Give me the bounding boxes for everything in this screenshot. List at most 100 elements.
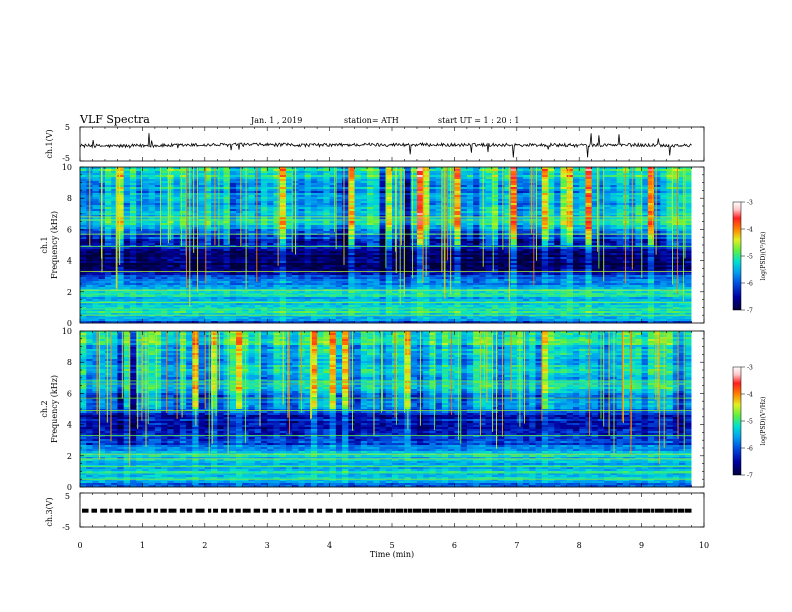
spectrogram-cell <box>560 237 568 240</box>
spectrogram-cell <box>604 259 611 262</box>
spectrogram-cell <box>498 247 505 250</box>
spectrogram-cell <box>448 213 455 216</box>
spectrogram-cell <box>491 227 499 230</box>
spectrogram-cell <box>672 205 680 208</box>
spectrogram-cell <box>466 171 474 174</box>
spectrogram-cell <box>654 189 661 192</box>
spectrogram-cell <box>285 175 293 178</box>
spectrogram-cell <box>373 201 380 204</box>
spectrogram-cell <box>466 251 474 254</box>
spectrogram-cell <box>273 249 281 252</box>
spectrogram-cell <box>579 175 586 178</box>
spectrogram-cell <box>404 247 412 250</box>
spectrogram-cell <box>348 229 355 232</box>
spectrogram-cell <box>167 225 174 228</box>
spectrogram-cell <box>566 235 574 238</box>
spectrogram-cell <box>86 259 93 262</box>
spectrogram-cell <box>622 221 630 224</box>
spectrogram-cell <box>80 253 87 256</box>
spectrogram-cell <box>591 223 599 226</box>
spectrogram-cell <box>504 211 511 214</box>
spectrogram-cell <box>604 239 611 242</box>
spectrogram-cell <box>516 175 524 178</box>
spectrogram-cell <box>660 173 667 176</box>
spectrogram-cell <box>242 223 249 226</box>
spectrogram-cell <box>566 253 574 256</box>
spectrogram-cell <box>229 191 237 194</box>
spectrogram-cell <box>485 221 493 224</box>
spectrogram-cell <box>604 197 611 200</box>
spectrogram-cell <box>298 235 306 238</box>
spectrogram-cell <box>267 193 274 196</box>
spectrogram-cell <box>367 251 374 254</box>
spectrogram-cell <box>248 211 256 214</box>
spectrogram-cell <box>273 261 281 264</box>
spectrogram-cell <box>491 191 499 194</box>
spectrogram-cell <box>367 169 374 172</box>
spectrogram-cell <box>597 231 605 234</box>
spectrogram-cell <box>560 177 568 180</box>
spectrogram-cell <box>92 175 100 178</box>
spectrogram-cell <box>248 201 256 204</box>
spectrogram-cell <box>685 181 692 184</box>
spectrogram-cell <box>173 229 181 232</box>
spectrogram-cell <box>267 203 274 206</box>
spectrogram-cell <box>217 175 224 178</box>
spectrogram-cell <box>179 195 187 198</box>
spectrogram-cell <box>523 209 530 212</box>
spectrogram-cell <box>491 215 499 218</box>
spectrogram-cell <box>448 215 455 218</box>
spectrogram-cell <box>267 189 274 192</box>
spectrogram-cell <box>429 261 437 264</box>
spectrogram-cell <box>354 221 362 224</box>
spectrogram-cell <box>179 207 187 210</box>
spectrogram-cell <box>92 181 100 184</box>
spectrogram-cell <box>267 247 274 250</box>
spectrogram-cell <box>560 261 568 264</box>
spectrogram-cell <box>260 203 268 206</box>
spectrogram-cell <box>329 225 337 228</box>
spectrogram-cell <box>504 263 511 266</box>
spectrogram-cell <box>123 189 131 192</box>
spectrogram-cell <box>466 245 474 248</box>
spectrogram-cell <box>173 167 181 170</box>
spectrogram-cell <box>460 215 468 218</box>
spectrogram-cell <box>92 227 100 230</box>
spectrogram-cell <box>529 181 536 184</box>
spectrogram-cell <box>510 239 518 242</box>
spectrogram-cell <box>473 203 480 206</box>
spectrogram-cell <box>460 191 468 194</box>
spectrogram-cell <box>460 265 468 268</box>
spectrogram-cell <box>572 213 580 216</box>
spectrogram-cell <box>591 217 599 220</box>
spectrogram-cell <box>298 253 306 256</box>
spectrogram-cell <box>142 255 150 258</box>
spectrogram-cell <box>211 203 218 206</box>
spectrogram-cell <box>198 173 206 176</box>
spectrogram-cell <box>204 173 212 176</box>
spectrogram-cell <box>173 209 181 212</box>
spectrogram-cell <box>173 193 181 196</box>
spectrogram-cell <box>360 167 368 170</box>
spectrogram-cell <box>310 185 318 188</box>
spectrogram-cell <box>229 193 237 196</box>
spectrogram-cell <box>398 247 405 250</box>
spectrogram-cell <box>117 227 125 230</box>
spectrogram-cell <box>335 265 343 268</box>
spectrogram-cell <box>217 197 224 200</box>
spectrogram-cell <box>597 197 605 200</box>
spectrogram-cell <box>504 225 511 228</box>
spectrogram-cell <box>597 189 605 192</box>
spectrogram-cell <box>498 191 505 194</box>
spectrogram-cell <box>604 229 611 232</box>
spectrogram-cell <box>285 215 293 218</box>
spectrogram-cell <box>685 251 692 254</box>
spectrogram-cell <box>548 237 555 240</box>
spectrogram-cell <box>679 181 686 184</box>
spectrogram-cell <box>229 167 237 170</box>
spectrogram-cell <box>654 237 661 240</box>
spectrogram-cell <box>136 181 143 184</box>
spectrogram-cell <box>560 195 568 198</box>
spectrogram-cell <box>154 185 162 188</box>
spectrogram-cell <box>167 195 174 198</box>
